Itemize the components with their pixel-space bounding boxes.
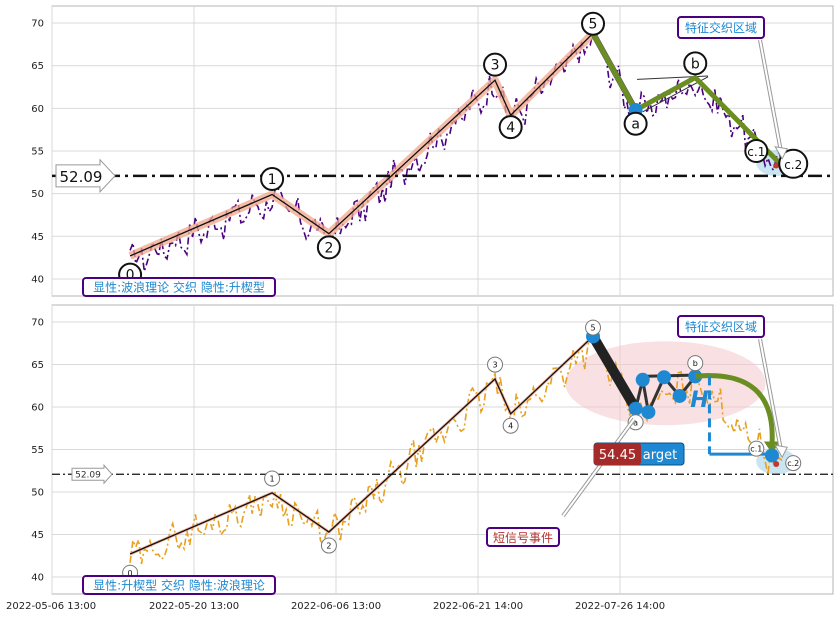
y-tick-label: 40 (31, 274, 44, 285)
target-dot (773, 162, 780, 169)
wave-line (129, 335, 594, 555)
wave-label: 1 (268, 172, 277, 188)
signal-arrow (562, 418, 636, 517)
wave-label: b (693, 359, 698, 368)
projection-line (590, 32, 784, 168)
wave-label: 4 (508, 422, 513, 431)
y-tick-label: 65 (31, 61, 44, 72)
x-tick-label: 2022-05-06 13:00 (6, 601, 96, 612)
wave-label: 5 (590, 324, 595, 333)
y-tick-label: 70 (31, 318, 44, 329)
pivot-marker (672, 388, 687, 403)
y-tick-label: 50 (31, 488, 44, 499)
wave-label-circle (785, 455, 802, 472)
wave-label: 5 (589, 17, 598, 33)
wave-label-circle (627, 414, 644, 431)
y-tick-label: 55 (31, 445, 44, 456)
correction-leg-5-a (588, 331, 641, 414)
x-tick-label: 2022-06-21 14:00 (433, 601, 523, 612)
wave-label-circle (585, 319, 602, 336)
x-tick-label: 2022-06-06 13:00 (291, 601, 381, 612)
wave-label: 3 (492, 361, 497, 370)
zone-arrow-head (774, 146, 788, 160)
zone-label-box (677, 315, 765, 338)
y-tick-label: 60 (31, 104, 44, 115)
hline-label: 52.09 (75, 471, 101, 481)
zone-arrow (759, 39, 783, 153)
target-dot (773, 460, 780, 467)
wave-label: 2 (324, 240, 333, 256)
wave-label: 3 (491, 58, 500, 74)
wave-label-circle (683, 51, 708, 76)
y-tick-label: 40 (31, 573, 44, 584)
bottom-panel: 40455055606570H52.09012345abc.1c.2特征交织区域… (31, 304, 834, 595)
pivot-marker (635, 372, 650, 387)
wave-label: 2 (326, 542, 331, 551)
wave-label-circle (623, 111, 648, 136)
pattern-legend-label: 显性:波浪理论 交织 隐性:升楔型 (93, 280, 265, 295)
x-tick-label: 2022-07-26 14:00 (575, 601, 665, 612)
target-marker (764, 448, 779, 463)
pattern-legend-box (82, 575, 276, 595)
signal-label-box (486, 527, 560, 547)
projection-arrow-head (763, 441, 780, 454)
wave-label: c.2 (784, 158, 802, 172)
wave-label: c.1 (750, 445, 762, 454)
x-tick-label: 2022-05-20 13:00 (149, 601, 239, 612)
wave-line (129, 32, 594, 257)
hline-label-box (71, 463, 113, 485)
wave-label: 1 (270, 474, 275, 483)
wave-label-circle (687, 355, 704, 372)
signal-label: 短信号事件 (493, 531, 553, 545)
wave-label-circle (316, 235, 341, 260)
wave-label: a (631, 117, 640, 133)
y-tick-label: 45 (31, 232, 44, 243)
hline-label: 52.09 (60, 168, 103, 186)
wave-label: c.1 (747, 145, 765, 159)
y-tick-label: 60 (31, 403, 44, 414)
pattern-legend-label: 显性:升楔型 交织 隐性:波浪理论 (93, 578, 265, 593)
y-tick-label: 50 (31, 189, 44, 200)
y-tick-label: 70 (31, 19, 44, 30)
wave-label-circle (320, 537, 337, 554)
wave-label: c.2 (787, 459, 799, 468)
zone-label: 特征交织区域 (685, 319, 757, 334)
y-tick-label: 45 (31, 530, 44, 541)
height-label: H (690, 388, 708, 413)
pivot-marker (657, 370, 672, 385)
wave-label-circle (744, 139, 769, 163)
target-value-box (594, 443, 641, 465)
wave-label: 0 (126, 268, 135, 284)
pivot-marker (628, 401, 643, 416)
wave-label: a (633, 418, 638, 427)
wave-label-circle (581, 11, 606, 36)
y-tick-label: 65 (31, 360, 44, 371)
wave-label-circle (264, 470, 281, 487)
wave-label-circle (748, 440, 765, 457)
target-value: 54.45 (599, 448, 636, 463)
target-text: arget (643, 448, 677, 463)
zone-label: 特征交织区域 (685, 20, 757, 35)
hline-label-box (55, 158, 116, 194)
wave-label-circle (502, 417, 519, 434)
projection-arrow (695, 373, 775, 446)
zone-arrow (759, 338, 783, 452)
wave-label-circle (260, 166, 285, 191)
wave-label: b (691, 56, 700, 72)
wave-label-circle (487, 356, 504, 373)
wave-label-circle (498, 115, 523, 140)
top-panel: 4045505560657052.09012345abc.1c.2特征交织区域显… (31, 5, 834, 297)
wave-label-circle (778, 148, 809, 179)
zone-arrow-head (774, 444, 788, 459)
wave-label: 0 (128, 569, 133, 578)
y-tick-label: 55 (31, 147, 44, 158)
pivot-marker (641, 405, 656, 420)
x-axis: 2022-05-06 13:00 2022-05-20 13:00 2022-06-… (6, 601, 665, 612)
zone-label-box (677, 16, 765, 39)
wave-label: 4 (506, 120, 515, 136)
wave-label-circle (483, 52, 508, 77)
pattern-legend-box (82, 277, 276, 297)
